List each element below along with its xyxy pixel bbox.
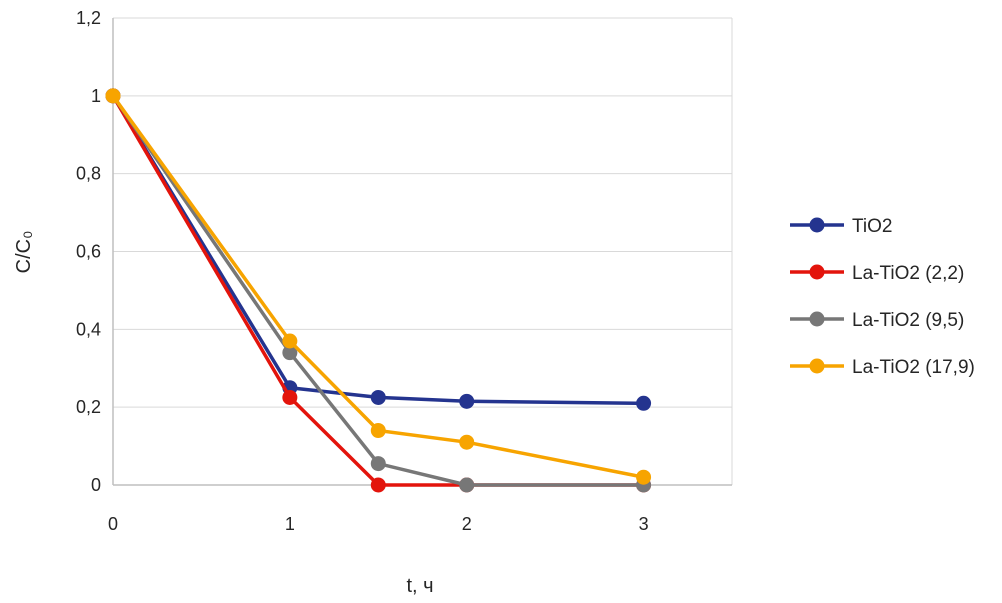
x-tick-label: 1 (285, 514, 295, 534)
y-tick-label: 1 (91, 86, 101, 106)
data-point (636, 469, 652, 485)
y-tick-label: 0,8 (76, 164, 101, 184)
y-tick-labels: 0 0,2 0,4 0,6 0,8 1 1,2 (76, 8, 101, 495)
data-point (636, 395, 652, 411)
data-point (459, 477, 475, 493)
data-point (105, 88, 121, 104)
data-point (370, 423, 386, 439)
legend-item: La-TiO2 (17,9) (790, 357, 975, 378)
series-line (111, 94, 644, 479)
data-point (370, 389, 386, 405)
legend-item: TiO2 (790, 216, 892, 237)
series-line (111, 94, 644, 406)
x-tick-labels: 0 1 2 3 (108, 514, 649, 534)
legend-label: La-TiO2 (9,5) (852, 310, 964, 331)
legend-marker (809, 264, 825, 280)
data-point (282, 345, 298, 361)
legend-label: La-TiO2 (2,2) (852, 263, 964, 284)
data-point (459, 434, 475, 450)
y-tick-label: 0 (91, 475, 101, 495)
y-tick-label: 1,2 (76, 8, 101, 28)
legend-marker (809, 217, 825, 233)
x-tick-label: 2 (462, 514, 472, 534)
legend-marker (809, 311, 825, 327)
series-3 (105, 88, 652, 485)
data-point (459, 393, 475, 409)
legend-item: La-TiO2 (9,5) (790, 310, 964, 331)
legend-label: La-TiO2 (17,9) (852, 357, 975, 378)
legend-item: La-TiO2 (2,2) (790, 263, 964, 284)
data-point (370, 456, 386, 472)
y-axis-title: C/C₀ (13, 231, 35, 274)
series-lines (105, 88, 652, 493)
x-tick-label: 0 (108, 514, 118, 534)
data-point (370, 477, 386, 493)
legend-label: TiO2 (852, 216, 892, 237)
y-tick-label: 0,2 (76, 397, 101, 417)
gridlines (113, 17, 733, 485)
y-tick-label: 0,4 (76, 319, 101, 339)
legend: TiO2 La-TiO2 (2,2) La-TiO2 (9,5) La-TiO2 (1… (790, 216, 975, 378)
data-point (282, 333, 298, 349)
legend-marker (809, 358, 825, 374)
x-tick-label: 3 (639, 514, 649, 534)
data-point (282, 389, 298, 405)
y-tick-label: 0,6 (76, 242, 101, 262)
series-0 (105, 88, 652, 411)
x-axis-title: t, ч (406, 575, 433, 597)
